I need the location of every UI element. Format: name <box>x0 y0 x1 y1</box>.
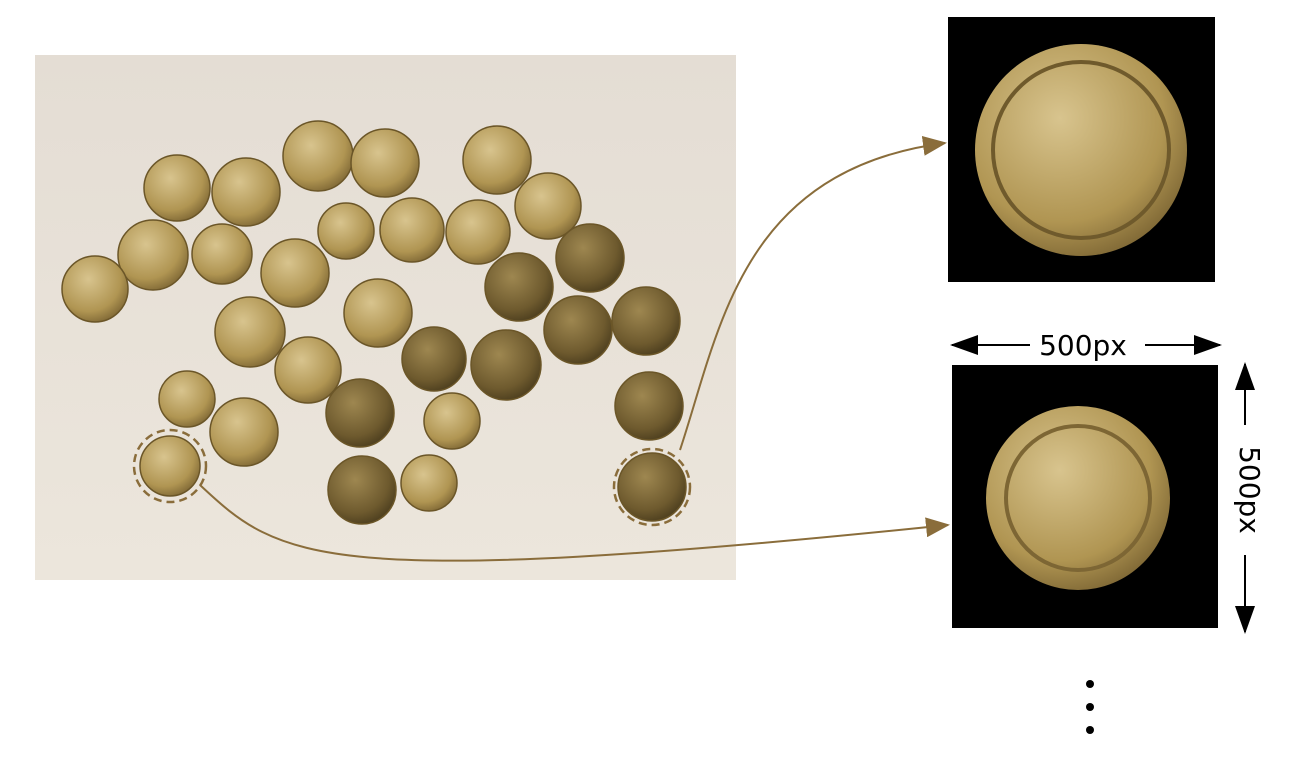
width-label: 500px <box>1039 329 1127 362</box>
height-label: 500px <box>1233 446 1266 534</box>
coin <box>209 397 279 467</box>
coin <box>614 371 684 441</box>
coin <box>139 435 201 497</box>
coin <box>611 286 681 356</box>
coin-detail <box>1004 424 1152 572</box>
coin <box>423 392 481 450</box>
selection-ring <box>612 447 692 527</box>
coin <box>543 295 613 365</box>
coin <box>617 452 687 522</box>
coin <box>317 202 375 260</box>
coin <box>350 128 420 198</box>
coin <box>379 197 445 263</box>
coin <box>61 255 129 323</box>
coin <box>260 238 330 308</box>
coin <box>555 223 625 293</box>
selection-ring <box>132 428 208 504</box>
coin <box>325 378 395 448</box>
coin <box>327 455 397 525</box>
coin <box>274 336 342 404</box>
coin <box>484 252 554 322</box>
coin <box>470 329 542 401</box>
coin <box>282 120 354 192</box>
cropped-coin <box>975 44 1187 256</box>
coin <box>514 172 582 240</box>
ellipsis-dot <box>1086 726 1094 734</box>
coin <box>400 454 458 512</box>
coin <box>158 370 216 428</box>
connector-arrow <box>679 135 947 451</box>
coin <box>445 199 511 265</box>
cropped-coin <box>986 406 1170 590</box>
coins <box>61 120 687 525</box>
ellipsis-dot <box>1086 703 1094 711</box>
coin <box>343 278 413 348</box>
coin <box>117 219 189 291</box>
coin <box>143 154 211 222</box>
ellipsis-dot <box>1086 680 1094 688</box>
coin <box>401 326 467 392</box>
coin-detail <box>991 60 1171 240</box>
coin <box>191 223 253 285</box>
coin <box>462 125 532 195</box>
coin <box>214 296 286 368</box>
connector-arrow <box>199 484 950 562</box>
coin <box>211 157 281 227</box>
